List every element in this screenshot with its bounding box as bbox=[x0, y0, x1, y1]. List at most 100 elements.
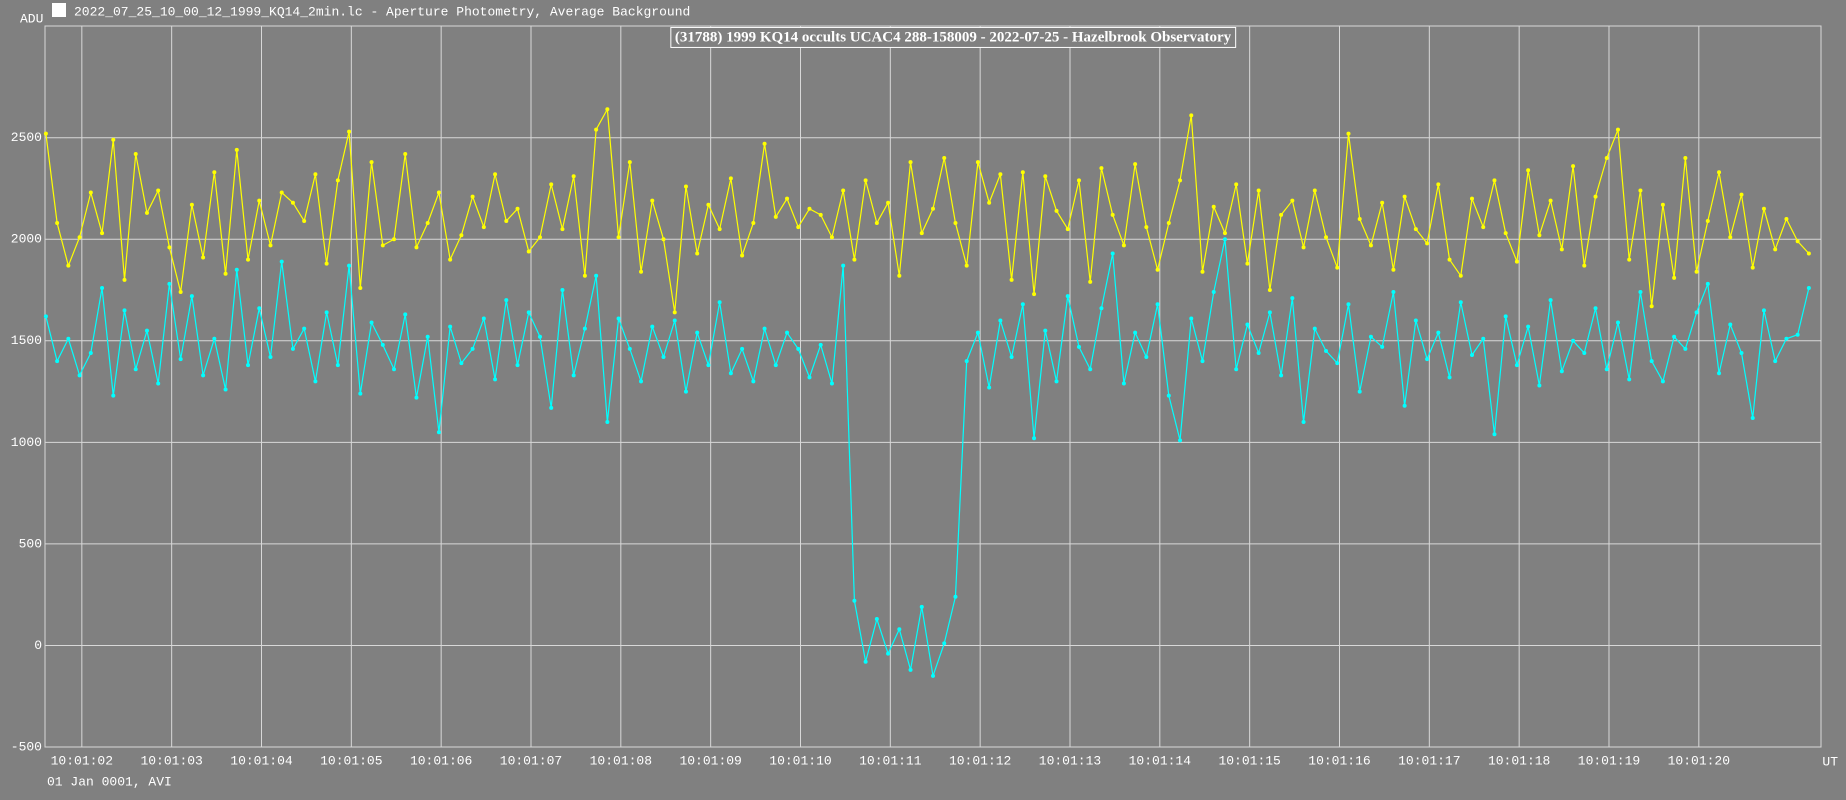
data-point bbox=[1222, 237, 1227, 242]
data-point bbox=[167, 281, 172, 286]
data-point bbox=[1324, 235, 1329, 240]
data-point bbox=[189, 202, 194, 207]
data-point bbox=[695, 330, 700, 335]
data-point bbox=[1717, 170, 1722, 175]
data-point bbox=[1009, 355, 1014, 360]
data-point bbox=[1795, 332, 1800, 337]
data-point bbox=[459, 361, 464, 366]
data-point bbox=[1649, 304, 1654, 309]
data-point bbox=[144, 210, 149, 215]
data-point bbox=[1773, 359, 1778, 364]
data-point bbox=[1043, 328, 1048, 333]
data-point bbox=[246, 363, 251, 368]
data-point bbox=[537, 334, 542, 339]
data-point bbox=[481, 316, 486, 321]
data-point bbox=[931, 673, 935, 678]
data-point bbox=[526, 310, 531, 315]
data-point bbox=[178, 290, 183, 295]
data-point bbox=[335, 363, 340, 368]
data-point bbox=[1020, 170, 1025, 175]
data-point bbox=[627, 160, 632, 165]
series-line bbox=[45, 239, 1810, 677]
data-point bbox=[1065, 227, 1070, 232]
data-point bbox=[212, 336, 217, 341]
y-tick-label: -500 bbox=[11, 739, 42, 754]
x-tick-label: 10:01:02 bbox=[51, 753, 113, 768]
data-point bbox=[1593, 194, 1598, 199]
data-point bbox=[1110, 251, 1115, 256]
data-point bbox=[650, 198, 655, 203]
data-point bbox=[100, 231, 105, 236]
data-point bbox=[1694, 310, 1699, 315]
data-point bbox=[43, 131, 48, 136]
x-tick-label: 10:01:10 bbox=[769, 753, 831, 768]
data-point bbox=[223, 271, 228, 276]
data-point bbox=[290, 200, 295, 205]
data-point bbox=[1638, 188, 1643, 193]
data-point bbox=[1638, 290, 1643, 295]
data-point bbox=[762, 141, 767, 146]
x-tick-label: 10:01:15 bbox=[1218, 753, 1280, 768]
data-point bbox=[504, 218, 509, 223]
data-point bbox=[908, 160, 913, 165]
data-point bbox=[1155, 302, 1160, 307]
data-point bbox=[1773, 247, 1778, 252]
data-point bbox=[874, 221, 879, 226]
data-point bbox=[1514, 363, 1519, 368]
data-point bbox=[1335, 361, 1340, 366]
data-point bbox=[616, 235, 621, 240]
data-point bbox=[1571, 164, 1576, 169]
data-point bbox=[650, 324, 655, 329]
data-point bbox=[257, 198, 262, 203]
data-point bbox=[616, 316, 621, 321]
data-point bbox=[1728, 322, 1733, 327]
data-point bbox=[897, 627, 902, 632]
data-point bbox=[627, 346, 632, 351]
data-point bbox=[549, 182, 554, 187]
data-point bbox=[1413, 227, 1418, 232]
data-point bbox=[392, 237, 397, 242]
data-point bbox=[717, 227, 722, 232]
data-point bbox=[425, 334, 430, 339]
data-point bbox=[908, 667, 913, 672]
data-point bbox=[594, 273, 599, 278]
data-point bbox=[392, 367, 397, 372]
data-point bbox=[1492, 178, 1497, 183]
data-point bbox=[167, 245, 172, 250]
data-point bbox=[706, 202, 711, 207]
data-point bbox=[470, 346, 475, 351]
data-point bbox=[1526, 324, 1531, 329]
data-point bbox=[358, 285, 363, 290]
data-point bbox=[470, 194, 475, 199]
data-point bbox=[1660, 202, 1665, 207]
data-point bbox=[1189, 316, 1194, 321]
data-point bbox=[1413, 318, 1418, 323]
data-point bbox=[818, 342, 823, 347]
data-point bbox=[807, 206, 812, 211]
data-point bbox=[1425, 357, 1430, 362]
data-point bbox=[1627, 257, 1632, 262]
data-point bbox=[1189, 113, 1194, 118]
x-tick-label: 10:01:09 bbox=[679, 753, 741, 768]
data-point bbox=[1144, 355, 1149, 360]
data-point bbox=[1481, 225, 1486, 230]
data-point bbox=[1739, 350, 1744, 355]
x-tick-label: 10:01:04 bbox=[230, 753, 293, 768]
data-point bbox=[1245, 261, 1250, 266]
x-tick-label: 10:01:19 bbox=[1578, 753, 1640, 768]
data-point bbox=[964, 263, 969, 268]
data-point bbox=[1739, 192, 1744, 197]
data-point bbox=[201, 255, 206, 260]
data-point bbox=[1447, 257, 1452, 262]
chart-title: (31788) 1999 KQ14 occults UCAC4 288-1580… bbox=[675, 29, 1232, 45]
y-tick-label: 1000 bbox=[11, 435, 42, 450]
data-point bbox=[369, 160, 374, 165]
data-point bbox=[1200, 359, 1205, 364]
data-point bbox=[549, 405, 554, 410]
data-point bbox=[1245, 322, 1250, 327]
data-point bbox=[1076, 178, 1081, 183]
data-point bbox=[144, 328, 149, 333]
y-axis-label: ADU bbox=[20, 11, 43, 26]
data-point bbox=[1537, 233, 1542, 238]
data-point bbox=[1380, 344, 1385, 349]
